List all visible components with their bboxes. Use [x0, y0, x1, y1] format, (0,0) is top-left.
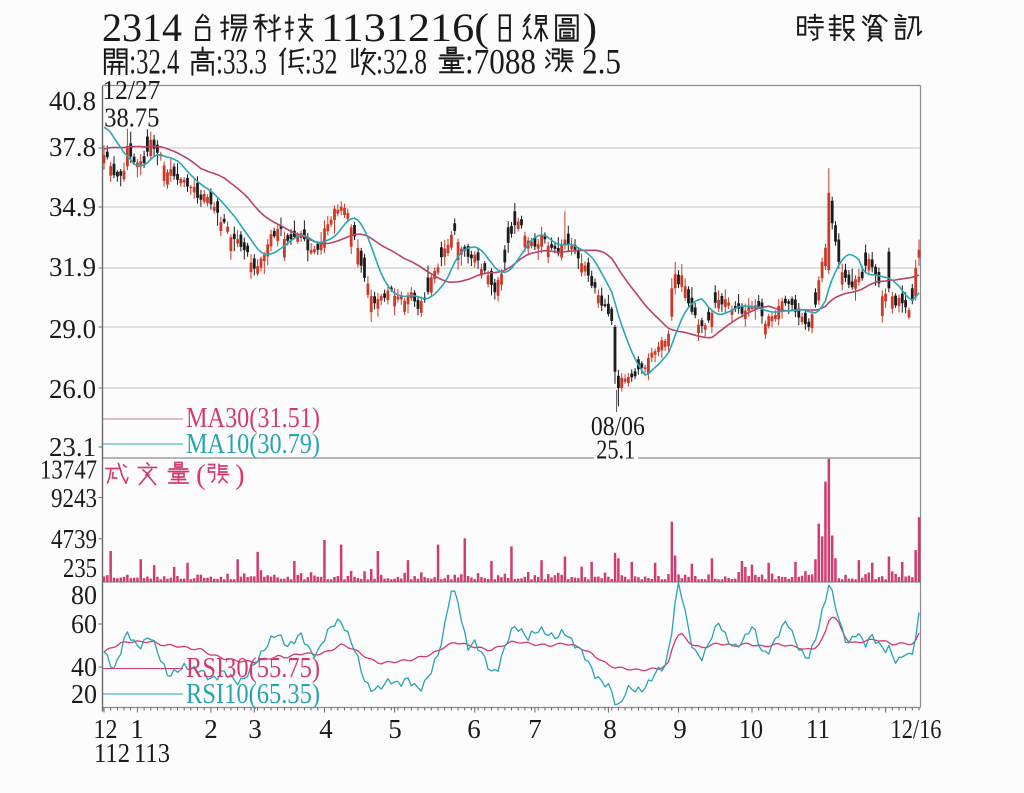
svg-text:9243: 9243 [51, 483, 97, 513]
svg-text:): ) [583, 5, 597, 50]
svg-text::32.4: :32.4 [129, 42, 179, 82]
svg-text:31.9: 31.9 [49, 252, 96, 282]
svg-text:MA10(30.79): MA10(30.79) [186, 428, 320, 460]
svg-text:112: 112 [94, 738, 130, 768]
svg-text::32: :32 [305, 42, 338, 82]
svg-text:235: 235 [63, 553, 97, 583]
svg-text:(: ( [196, 459, 206, 491]
svg-text:26.0: 26.0 [49, 374, 96, 404]
svg-text:7: 7 [528, 714, 542, 744]
svg-text:20: 20 [71, 679, 97, 709]
svg-text:2: 2 [204, 714, 218, 744]
svg-text:4: 4 [319, 714, 333, 744]
svg-text:1: 1 [130, 714, 144, 744]
svg-text:12/27: 12/27 [102, 75, 160, 105]
svg-text:RSI30(55.75): RSI30(55.75) [186, 652, 320, 684]
svg-text:5: 5 [388, 714, 402, 744]
svg-text:60: 60 [71, 609, 97, 639]
svg-text:37.8: 37.8 [49, 132, 96, 162]
svg-text:MA30(31.51): MA30(31.51) [186, 402, 320, 434]
svg-text:113: 113 [134, 738, 170, 768]
svg-text:25.1: 25.1 [596, 435, 635, 465]
svg-text:40: 40 [71, 652, 97, 682]
svg-text:80: 80 [71, 580, 97, 610]
svg-text:): ) [235, 459, 245, 491]
svg-text::32.8: :32.8 [376, 42, 427, 82]
svg-text:38.75: 38.75 [104, 103, 159, 133]
svg-text:8: 8 [603, 714, 617, 744]
svg-text:1131216(: 1131216( [321, 5, 489, 50]
svg-text::33.3: :33.3 [216, 42, 267, 82]
svg-text:2.5: 2.5 [582, 42, 621, 82]
svg-text:40.8: 40.8 [49, 86, 96, 116]
svg-text:4739: 4739 [51, 524, 97, 554]
svg-text:12/16: 12/16 [891, 714, 942, 744]
svg-text:10: 10 [739, 714, 763, 744]
svg-text::7088: :7088 [465, 42, 536, 82]
svg-text:12: 12 [94, 714, 118, 744]
svg-text:08/06: 08/06 [591, 411, 645, 441]
svg-text:9: 9 [673, 714, 687, 744]
svg-text:2314: 2314 [102, 5, 182, 50]
svg-text:6: 6 [467, 714, 481, 744]
svg-text:23.1: 23.1 [49, 432, 96, 462]
svg-text:11: 11 [806, 714, 830, 744]
svg-text:RSI10(65.35): RSI10(65.35) [186, 678, 320, 710]
svg-text:13747: 13747 [40, 455, 97, 485]
svg-text:3: 3 [248, 714, 262, 744]
svg-text:34.9: 34.9 [49, 192, 96, 222]
svg-text:29.0: 29.0 [49, 314, 96, 344]
